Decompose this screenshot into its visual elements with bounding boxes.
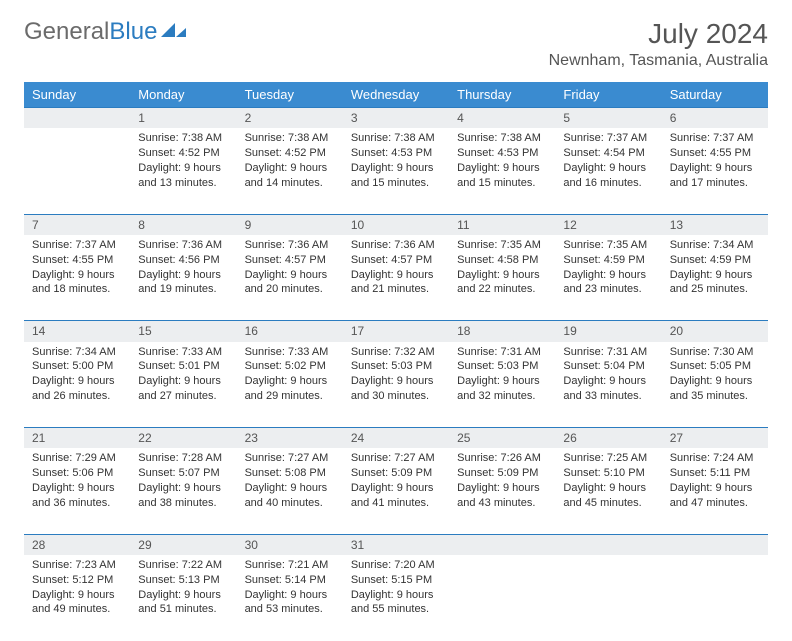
day-number: 10 <box>343 214 449 235</box>
day-cell: Sunrise: 7:31 AMSunset: 5:04 PMDaylight:… <box>555 342 661 428</box>
day-number: 20 <box>662 321 768 342</box>
day-number: 5 <box>555 108 661 129</box>
day-number-row: 14151617181920 <box>24 321 768 342</box>
day-number <box>449 534 555 555</box>
location: Newnham, Tasmania, Australia <box>549 52 768 70</box>
day-number: 23 <box>237 428 343 449</box>
header: GeneralBlue July 2024 Newnham, Tasmania,… <box>24 18 768 70</box>
weekday-header: Saturday <box>662 82 768 108</box>
day-number-row: 78910111213 <box>24 214 768 235</box>
day-cell <box>555 555 661 641</box>
day-cell <box>449 555 555 641</box>
day-cell: Sunrise: 7:31 AMSunset: 5:03 PMDaylight:… <box>449 342 555 428</box>
day-number-row: 28293031 <box>24 534 768 555</box>
day-number: 15 <box>130 321 236 342</box>
day-number: 1 <box>130 108 236 129</box>
day-number: 11 <box>449 214 555 235</box>
logo-text-2: Blue <box>109 18 157 46</box>
day-number <box>662 534 768 555</box>
day-number: 13 <box>662 214 768 235</box>
day-number: 26 <box>555 428 661 449</box>
calendar-header-row: SundayMondayTuesdayWednesdayThursdayFrid… <box>24 82 768 108</box>
day-cell: Sunrise: 7:36 AMSunset: 4:56 PMDaylight:… <box>130 235 236 321</box>
day-cell: Sunrise: 7:23 AMSunset: 5:12 PMDaylight:… <box>24 555 130 641</box>
day-number: 19 <box>555 321 661 342</box>
day-cell: Sunrise: 7:22 AMSunset: 5:13 PMDaylight:… <box>130 555 236 641</box>
weekday-header: Friday <box>555 82 661 108</box>
day-number: 28 <box>24 534 130 555</box>
weekday-header: Wednesday <box>343 82 449 108</box>
day-cell: Sunrise: 7:37 AMSunset: 4:54 PMDaylight:… <box>555 128 661 214</box>
day-cell: Sunrise: 7:34 AMSunset: 5:00 PMDaylight:… <box>24 342 130 428</box>
day-number: 3 <box>343 108 449 129</box>
day-cell: Sunrise: 7:34 AMSunset: 4:59 PMDaylight:… <box>662 235 768 321</box>
day-content-row: Sunrise: 7:34 AMSunset: 5:00 PMDaylight:… <box>24 342 768 428</box>
day-cell: Sunrise: 7:24 AMSunset: 5:11 PMDaylight:… <box>662 448 768 534</box>
day-cell: Sunrise: 7:25 AMSunset: 5:10 PMDaylight:… <box>555 448 661 534</box>
day-number: 21 <box>24 428 130 449</box>
day-number: 14 <box>24 321 130 342</box>
day-cell: Sunrise: 7:38 AMSunset: 4:53 PMDaylight:… <box>343 128 449 214</box>
weekday-header: Thursday <box>449 82 555 108</box>
logo-icon <box>161 18 187 46</box>
day-number: 2 <box>237 108 343 129</box>
day-cell: Sunrise: 7:21 AMSunset: 5:14 PMDaylight:… <box>237 555 343 641</box>
day-number: 27 <box>662 428 768 449</box>
logo-text-1: General <box>24 18 109 46</box>
day-number: 4 <box>449 108 555 129</box>
logo: GeneralBlue <box>24 18 187 46</box>
day-content-row: Sunrise: 7:37 AMSunset: 4:55 PMDaylight:… <box>24 235 768 321</box>
day-number-row: 123456 <box>24 108 768 129</box>
day-content-row: Sunrise: 7:29 AMSunset: 5:06 PMDaylight:… <box>24 448 768 534</box>
day-cell: Sunrise: 7:32 AMSunset: 5:03 PMDaylight:… <box>343 342 449 428</box>
day-cell: Sunrise: 7:38 AMSunset: 4:52 PMDaylight:… <box>237 128 343 214</box>
day-cell: Sunrise: 7:38 AMSunset: 4:52 PMDaylight:… <box>130 128 236 214</box>
day-cell: Sunrise: 7:28 AMSunset: 5:07 PMDaylight:… <box>130 448 236 534</box>
month-title: July 2024 <box>549 18 768 50</box>
day-cell: Sunrise: 7:27 AMSunset: 5:08 PMDaylight:… <box>237 448 343 534</box>
title-block: July 2024 Newnham, Tasmania, Australia <box>549 18 768 70</box>
day-number: 6 <box>662 108 768 129</box>
day-cell: Sunrise: 7:36 AMSunset: 4:57 PMDaylight:… <box>343 235 449 321</box>
day-number: 18 <box>449 321 555 342</box>
day-number: 30 <box>237 534 343 555</box>
day-content-row: Sunrise: 7:38 AMSunset: 4:52 PMDaylight:… <box>24 128 768 214</box>
day-number: 22 <box>130 428 236 449</box>
day-cell: Sunrise: 7:33 AMSunset: 5:01 PMDaylight:… <box>130 342 236 428</box>
weekday-header: Tuesday <box>237 82 343 108</box>
day-cell: Sunrise: 7:27 AMSunset: 5:09 PMDaylight:… <box>343 448 449 534</box>
day-cell: Sunrise: 7:38 AMSunset: 4:53 PMDaylight:… <box>449 128 555 214</box>
day-number <box>555 534 661 555</box>
day-cell: Sunrise: 7:20 AMSunset: 5:15 PMDaylight:… <box>343 555 449 641</box>
day-cell: Sunrise: 7:26 AMSunset: 5:09 PMDaylight:… <box>449 448 555 534</box>
day-cell: Sunrise: 7:37 AMSunset: 4:55 PMDaylight:… <box>662 128 768 214</box>
day-number: 12 <box>555 214 661 235</box>
day-number-row: 21222324252627 <box>24 428 768 449</box>
day-cell: Sunrise: 7:30 AMSunset: 5:05 PMDaylight:… <box>662 342 768 428</box>
day-content-row: Sunrise: 7:23 AMSunset: 5:12 PMDaylight:… <box>24 555 768 641</box>
day-number: 7 <box>24 214 130 235</box>
weekday-header: Monday <box>130 82 236 108</box>
day-number: 16 <box>237 321 343 342</box>
day-cell: Sunrise: 7:36 AMSunset: 4:57 PMDaylight:… <box>237 235 343 321</box>
day-cell: Sunrise: 7:35 AMSunset: 4:59 PMDaylight:… <box>555 235 661 321</box>
day-cell: Sunrise: 7:35 AMSunset: 4:58 PMDaylight:… <box>449 235 555 321</box>
day-number: 9 <box>237 214 343 235</box>
day-number: 29 <box>130 534 236 555</box>
weekday-header: Sunday <box>24 82 130 108</box>
day-number: 25 <box>449 428 555 449</box>
day-cell: Sunrise: 7:37 AMSunset: 4:55 PMDaylight:… <box>24 235 130 321</box>
day-cell <box>662 555 768 641</box>
day-cell: Sunrise: 7:33 AMSunset: 5:02 PMDaylight:… <box>237 342 343 428</box>
calendar-table: SundayMondayTuesdayWednesdayThursdayFrid… <box>24 82 768 641</box>
day-cell: Sunrise: 7:29 AMSunset: 5:06 PMDaylight:… <box>24 448 130 534</box>
day-number <box>24 108 130 129</box>
day-cell <box>24 128 130 214</box>
day-number: 8 <box>130 214 236 235</box>
day-number: 31 <box>343 534 449 555</box>
day-number: 24 <box>343 428 449 449</box>
day-number: 17 <box>343 321 449 342</box>
